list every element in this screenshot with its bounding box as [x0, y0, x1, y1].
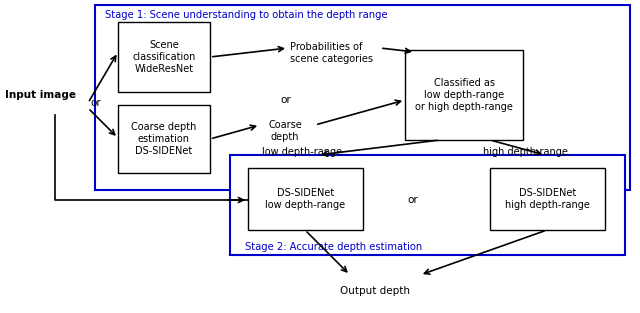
- Text: DS-SIDENet
high depth-range: DS-SIDENet high depth-range: [505, 188, 590, 210]
- Text: or: or: [408, 195, 419, 205]
- Text: Output depth: Output depth: [340, 286, 410, 296]
- Text: low depth-range: low depth-range: [262, 147, 342, 157]
- Text: Input image: Input image: [5, 90, 76, 100]
- Text: or: or: [91, 98, 101, 108]
- Bar: [490, 168, 605, 230]
- Bar: [405, 50, 523, 140]
- Text: Probabilities of
scene categories: Probabilities of scene categories: [290, 42, 373, 64]
- Text: Coarse depth
estimation
DS-SIDENet: Coarse depth estimation DS-SIDENet: [131, 122, 196, 156]
- Text: or: or: [280, 95, 291, 105]
- Bar: [118, 22, 210, 92]
- Text: Stage 1: Scene understanding to obtain the depth range: Stage 1: Scene understanding to obtain t…: [105, 10, 388, 20]
- Text: DS-SIDENet
low depth-range: DS-SIDENet low depth-range: [266, 188, 346, 210]
- Text: Stage 2: Accurate depth estimation: Stage 2: Accurate depth estimation: [245, 242, 422, 252]
- Text: Scene
classification
WideResNet: Scene classification WideResNet: [132, 40, 196, 74]
- Bar: [248, 168, 363, 230]
- Text: Coarse
depth: Coarse depth: [268, 120, 302, 141]
- Bar: [118, 105, 210, 173]
- Bar: [230, 155, 625, 255]
- Bar: [95, 5, 630, 190]
- Text: high depth-range: high depth-range: [483, 147, 568, 157]
- Text: Classified as
low depth-range
or high depth-range: Classified as low depth-range or high de…: [415, 78, 513, 112]
